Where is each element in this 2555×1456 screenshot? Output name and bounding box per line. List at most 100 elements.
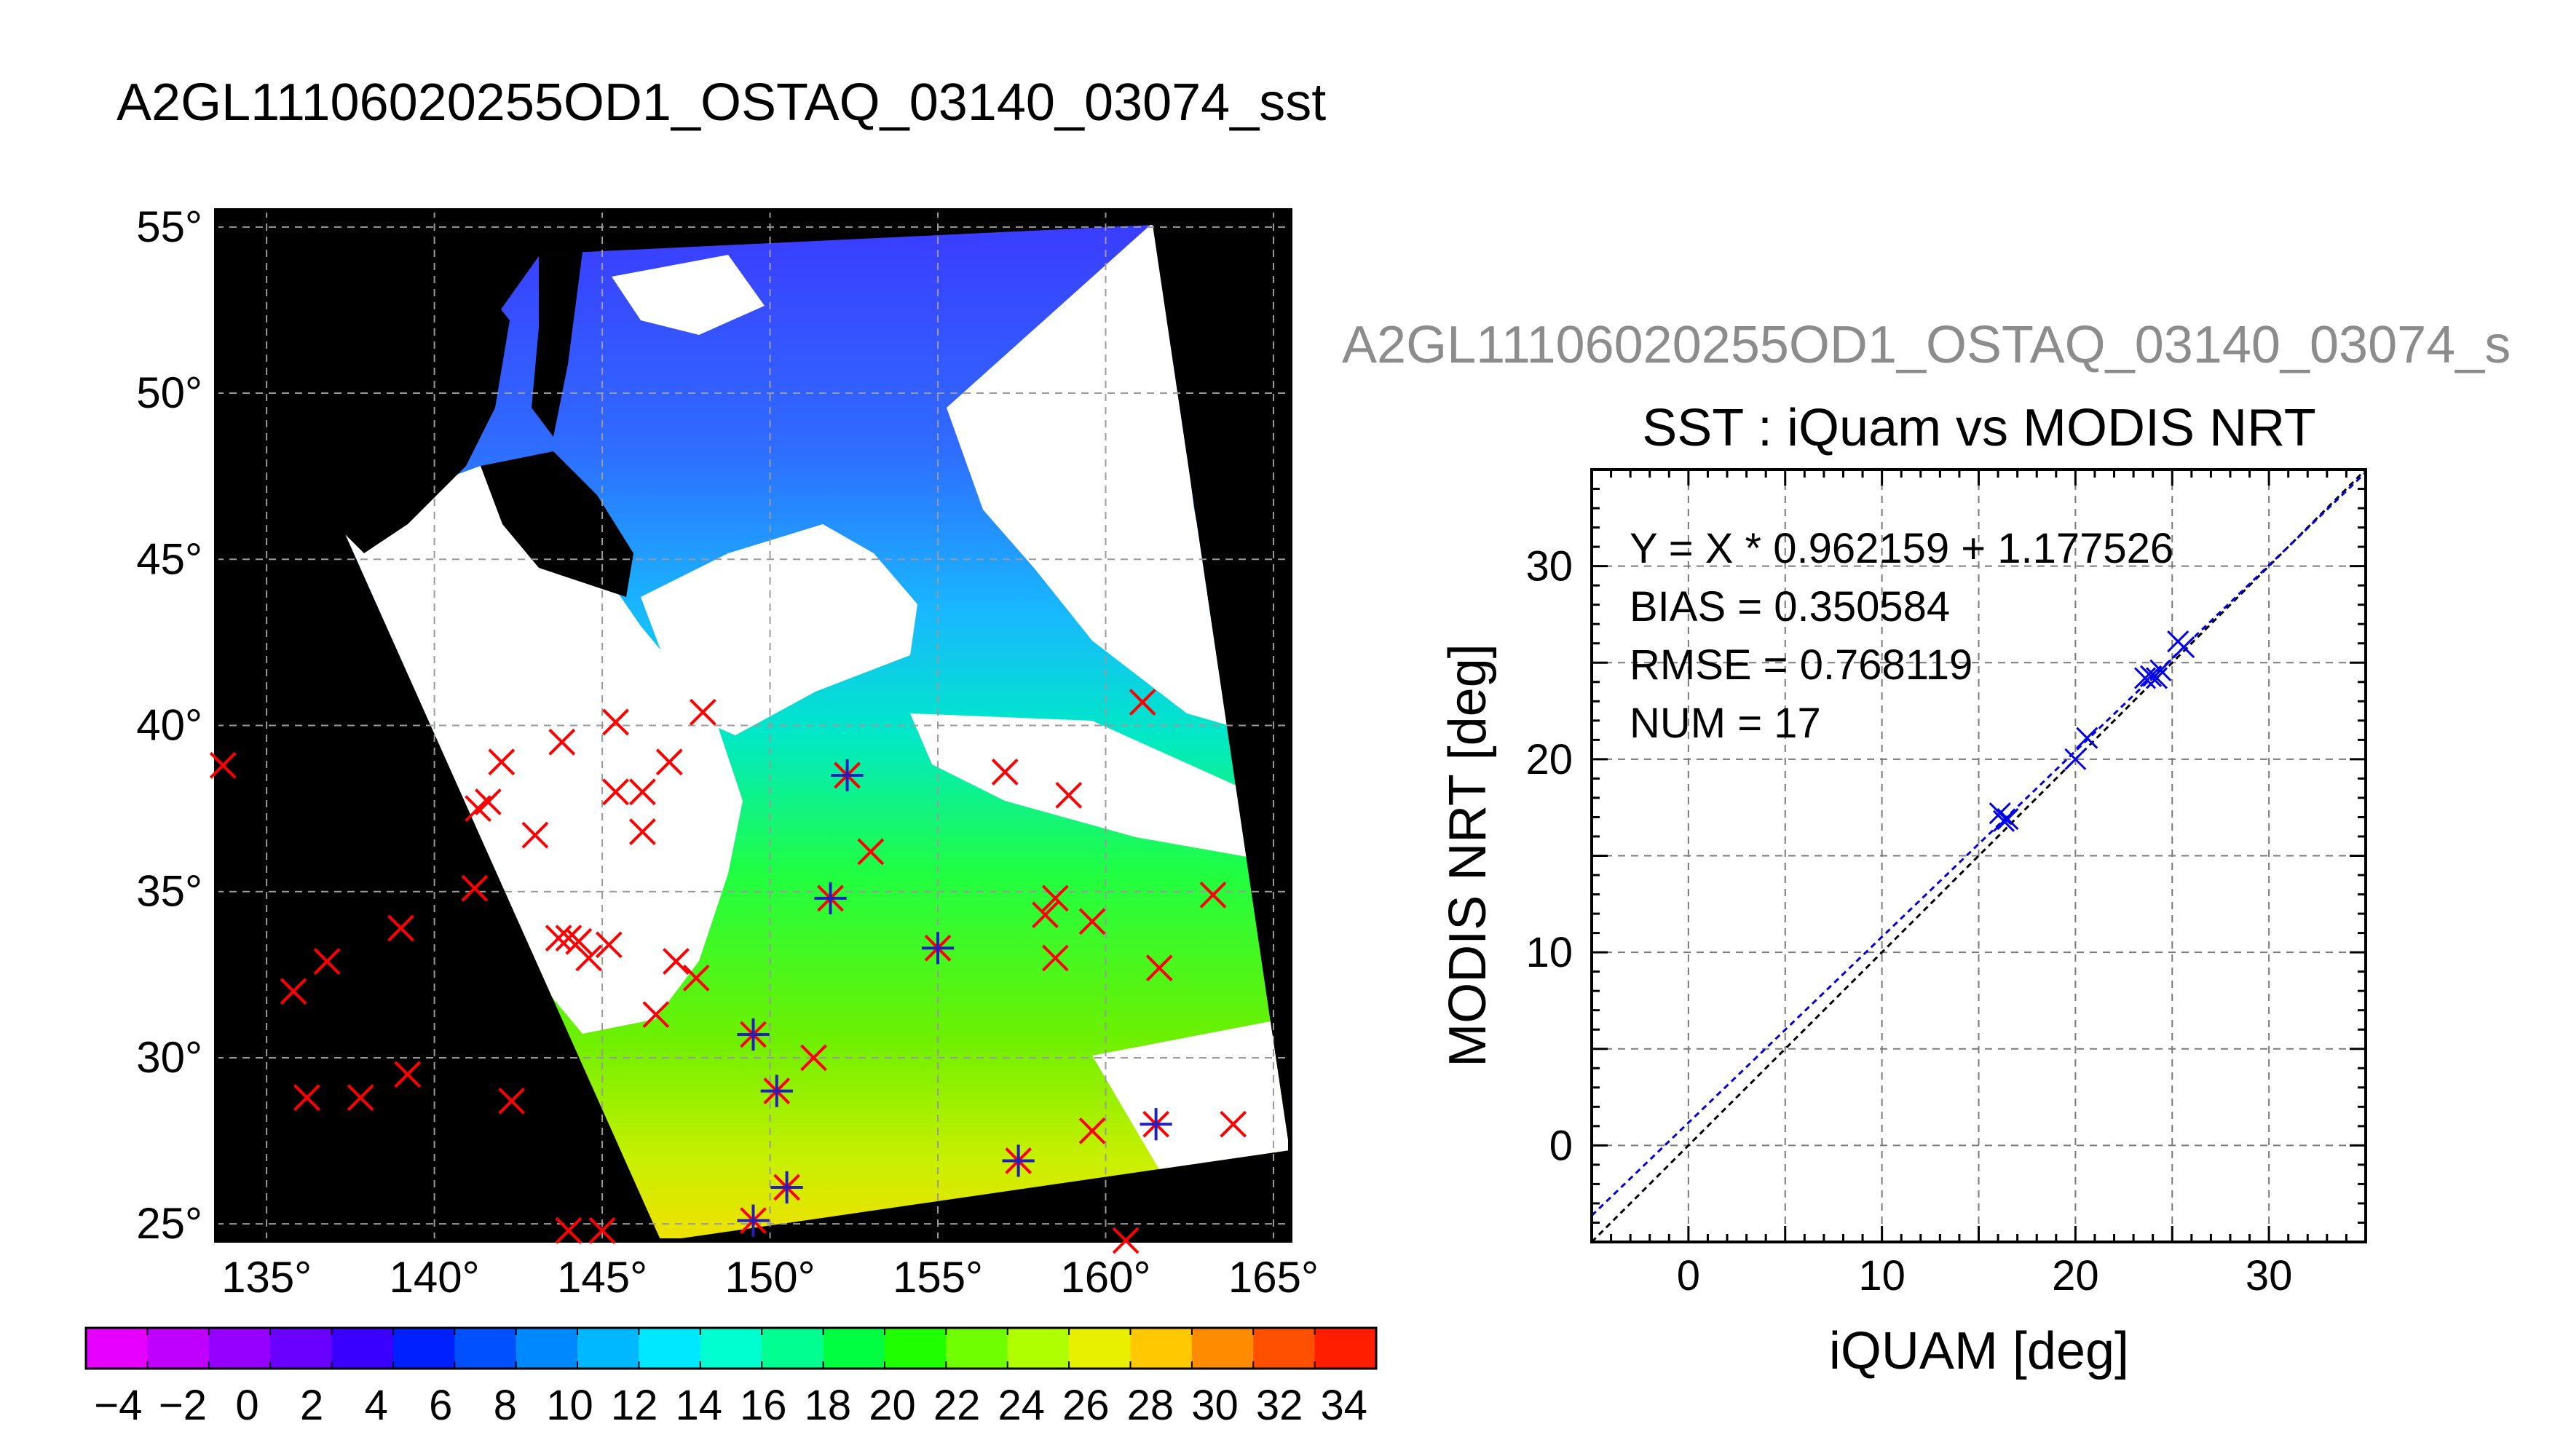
buoy-marker: [1078, 1117, 1106, 1144]
y-tick-label: 20: [1525, 736, 1573, 783]
cloud-cover-south: [1092, 1019, 1290, 1179]
y-tick-label: 10: [1525, 929, 1573, 976]
buoy-marker: [628, 818, 656, 845]
buoy-marker: [595, 931, 623, 959]
lon-tick-label: 145°: [557, 1253, 647, 1302]
colorbar-cells: [86, 1328, 1377, 1369]
map-points: [209, 689, 1247, 1254]
colorbar-tick-labels: −4 −2 0 2 4 6 8 10 12 14 16 18 20 22 24 26 28 30 32 34: [94, 1382, 1367, 1429]
buoy-marker: [1129, 689, 1156, 716]
buoy-marker: [857, 838, 885, 866]
colorbar-tick-label: 0: [235, 1382, 258, 1429]
buoy-marker: [555, 1216, 583, 1244]
colorbar-tick-label: 30: [1191, 1382, 1239, 1429]
y-tick-labels: 0 10 20 30: [1525, 543, 1573, 1170]
scatter-point: [2145, 667, 2168, 689]
colorbar-cell: [577, 1328, 639, 1369]
x-tick-label: 0: [1677, 1252, 1700, 1299]
colorbar-frame: [84, 1326, 1378, 1370]
buoy-marker: [1199, 881, 1227, 909]
x-axis-label: iQUAM [deg]: [1829, 1322, 2129, 1380]
buoy-marker: [1220, 1110, 1247, 1138]
colorbar-cell: [86, 1328, 148, 1369]
colorbar-tick-label: 14: [675, 1382, 722, 1429]
matched-buoy-marker: [814, 882, 847, 914]
buoy-marker: [575, 944, 603, 972]
buoy-marker: [347, 1084, 374, 1112]
colorbar-cell: [454, 1328, 517, 1369]
matched-buoy-marker: [1002, 1144, 1035, 1177]
scatter-point: [2139, 665, 2163, 687]
land-sakhalin: [532, 252, 583, 437]
scatter-point: [2149, 659, 2172, 681]
lon-tick-label: 140°: [390, 1253, 480, 1302]
lon-tick-label: 160°: [1060, 1253, 1150, 1302]
lat-tick-label: 55°: [136, 202, 202, 251]
scatter-point: [2064, 748, 2087, 770]
colorbar-tick-label: 26: [1062, 1382, 1110, 1429]
colorbar-tick-label: 8: [494, 1382, 517, 1429]
latitude-tick-labels: 25° 30° 35° 40° 45° 50° 55°: [136, 202, 202, 1248]
land-hokkaido: [481, 451, 633, 597]
colorbar-cell: [884, 1328, 947, 1369]
scatter-plot: 0 10 20 30 0 10 20 30 Y = X * 0.962159 + 1.177…: [1439, 468, 2367, 1380]
matched-buoy-marker: [1140, 1108, 1172, 1141]
colorbar-tick-label: 24: [998, 1382, 1045, 1429]
colorbar-tick-label: 28: [1127, 1382, 1174, 1429]
colorbar-tick-label: 20: [869, 1382, 916, 1429]
colorbar-cell: [823, 1328, 885, 1369]
lat-tick-label: 45°: [136, 534, 202, 583]
scatter-point: [2076, 727, 2098, 749]
colorbar-cell: [762, 1328, 824, 1369]
colorbar-cell: [1130, 1328, 1193, 1369]
buoy-marker: [602, 778, 629, 806]
colorbar-tick-label: −4: [94, 1382, 142, 1429]
colorbar-cell: [1191, 1328, 1254, 1369]
buoy-marker: [209, 751, 237, 779]
land-japan: [335, 284, 510, 553]
buoy-marker: [1112, 1227, 1140, 1254]
buoy-marker: [394, 1061, 422, 1088]
colorbar-cell: [270, 1328, 333, 1369]
buoy-marker: [800, 1044, 827, 1072]
buoy-marker: [628, 778, 656, 806]
buoy-marker: [642, 1001, 670, 1029]
colorbar-tick-label: 34: [1320, 1382, 1367, 1429]
colorbar-cell: [1253, 1328, 1316, 1369]
colorbar-cell: [1314, 1328, 1377, 1369]
colorbar-cell: [946, 1328, 1008, 1369]
map-grid: [216, 210, 1290, 1241]
colorbar-cell: [331, 1328, 394, 1369]
cloud-cover-east: [947, 225, 1238, 728]
lon-tick-label: 155°: [893, 1253, 983, 1302]
scatter-minor-ticks: [1592, 470, 2366, 1242]
one-to-one-line: [1592, 470, 2366, 1242]
buoy-marker: [602, 708, 629, 736]
buoy-marker: [1145, 954, 1173, 982]
buoy-marker: [387, 914, 414, 942]
scatter-point: [2173, 636, 2195, 659]
buoy-marker: [682, 964, 710, 992]
colorbar: −4 −2 0 2 4 6 8 10 12 14 16 18 20 22 24 26 28 30 32 34: [84, 1326, 1378, 1429]
scatter-point: [1992, 810, 2015, 832]
scatter-grid: [1592, 470, 2366, 1242]
buoy-marker: [1041, 885, 1069, 912]
lat-tick-label: 40°: [136, 701, 202, 750]
x-tick-label: 20: [2052, 1252, 2099, 1299]
lon-tick-label: 165°: [1228, 1253, 1319, 1302]
lat-tick-label: 50°: [136, 368, 202, 417]
buoy-marker: [461, 874, 489, 902]
sst-map: 135° 140° 145° 150° 155° 160° 165° 25° 30° 35° 40…: [136, 202, 1319, 1302]
buoy-marker: [1078, 908, 1106, 935]
regression-line: [1592, 471, 2366, 1216]
buoy-marker: [521, 821, 549, 849]
x-tick-label: 30: [2246, 1252, 2293, 1299]
buoy-marker: [488, 748, 516, 776]
colorbar-tick-label: 18: [805, 1382, 852, 1429]
x-tick-labels: 0 10 20 30: [1677, 1252, 2293, 1299]
colorbar-tick-label: 6: [429, 1382, 452, 1429]
matched-buoy-marker: [737, 1204, 770, 1237]
colorbar-tick-label: 10: [546, 1382, 593, 1429]
cloud-cover-east-mid: [910, 713, 1260, 859]
matched-buoy-marker: [760, 1075, 793, 1107]
